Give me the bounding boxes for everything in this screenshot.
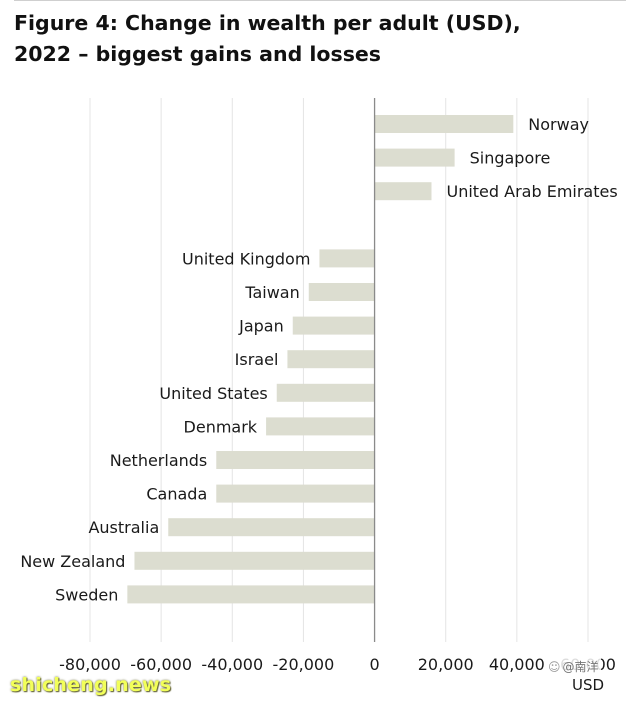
x-tick-label-20-000: -20,000 bbox=[273, 655, 335, 674]
chart-title-line-2: 2022 – biggest gains and losses bbox=[14, 42, 381, 66]
category-label-canada: Canada bbox=[146, 485, 207, 504]
category-label-norway: Norway bbox=[528, 115, 589, 134]
bar-new-zealand bbox=[134, 551, 375, 570]
x-tick-label-80-000: -80,000 bbox=[59, 655, 121, 674]
bar-denmark bbox=[266, 417, 375, 436]
bar-canada bbox=[216, 484, 375, 503]
category-label-sweden: Sweden bbox=[55, 585, 118, 604]
source-watermark-label: @南洋 bbox=[562, 660, 599, 674]
category-label-united-arab-emirates: United Arab Emirates bbox=[446, 182, 617, 201]
bar-singapore bbox=[374, 148, 455, 167]
category-label-australia: Australia bbox=[88, 518, 159, 537]
x-tick-label-40-000: 40,000 bbox=[489, 655, 545, 674]
bar-sweden bbox=[127, 585, 375, 604]
x-tick-label-60-000: -60,000 bbox=[130, 655, 192, 674]
x-axis-unit-label: USD bbox=[572, 676, 604, 694]
source-watermark: ☺ @南洋 bbox=[546, 658, 601, 675]
category-label-united-kingdom: United Kingdom bbox=[182, 249, 310, 268]
category-label-netherlands: Netherlands bbox=[110, 451, 208, 470]
bar-israel bbox=[287, 350, 375, 369]
chart-title-line-1: Figure 4: Change in wealth per adult (US… bbox=[14, 11, 521, 35]
bar-norway bbox=[374, 115, 514, 133]
bar-australia bbox=[168, 518, 375, 537]
x-tick-label-0: 0 bbox=[369, 655, 379, 674]
category-label-united-states: United States bbox=[159, 384, 267, 403]
x-tick-label-40-000: -40,000 bbox=[201, 655, 263, 674]
bar-united-kingdom bbox=[319, 249, 375, 268]
bar-united-states bbox=[276, 383, 375, 402]
bar-united-arab-emirates bbox=[374, 182, 432, 201]
category-label-new-zealand: New Zealand bbox=[20, 552, 125, 571]
bar-japan bbox=[292, 316, 375, 335]
top-rule bbox=[14, 0, 626, 1]
category-label-japan: Japan bbox=[238, 317, 284, 336]
category-label-taiwan: Taiwan bbox=[244, 283, 299, 302]
wechat-icon: ☺ bbox=[548, 659, 561, 674]
x-tick-label-20-000: 20,000 bbox=[418, 655, 474, 674]
watermark-text: shicheng.news bbox=[10, 674, 172, 696]
category-label-denmark: Denmark bbox=[184, 417, 258, 436]
category-label-israel: Israel bbox=[235, 350, 279, 369]
category-label-singapore: Singapore bbox=[470, 149, 551, 168]
chart-title: Figure 4: Change in wealth per adult (US… bbox=[14, 8, 626, 70]
bar-netherlands bbox=[216, 451, 375, 469]
bar-taiwan bbox=[308, 283, 375, 301]
